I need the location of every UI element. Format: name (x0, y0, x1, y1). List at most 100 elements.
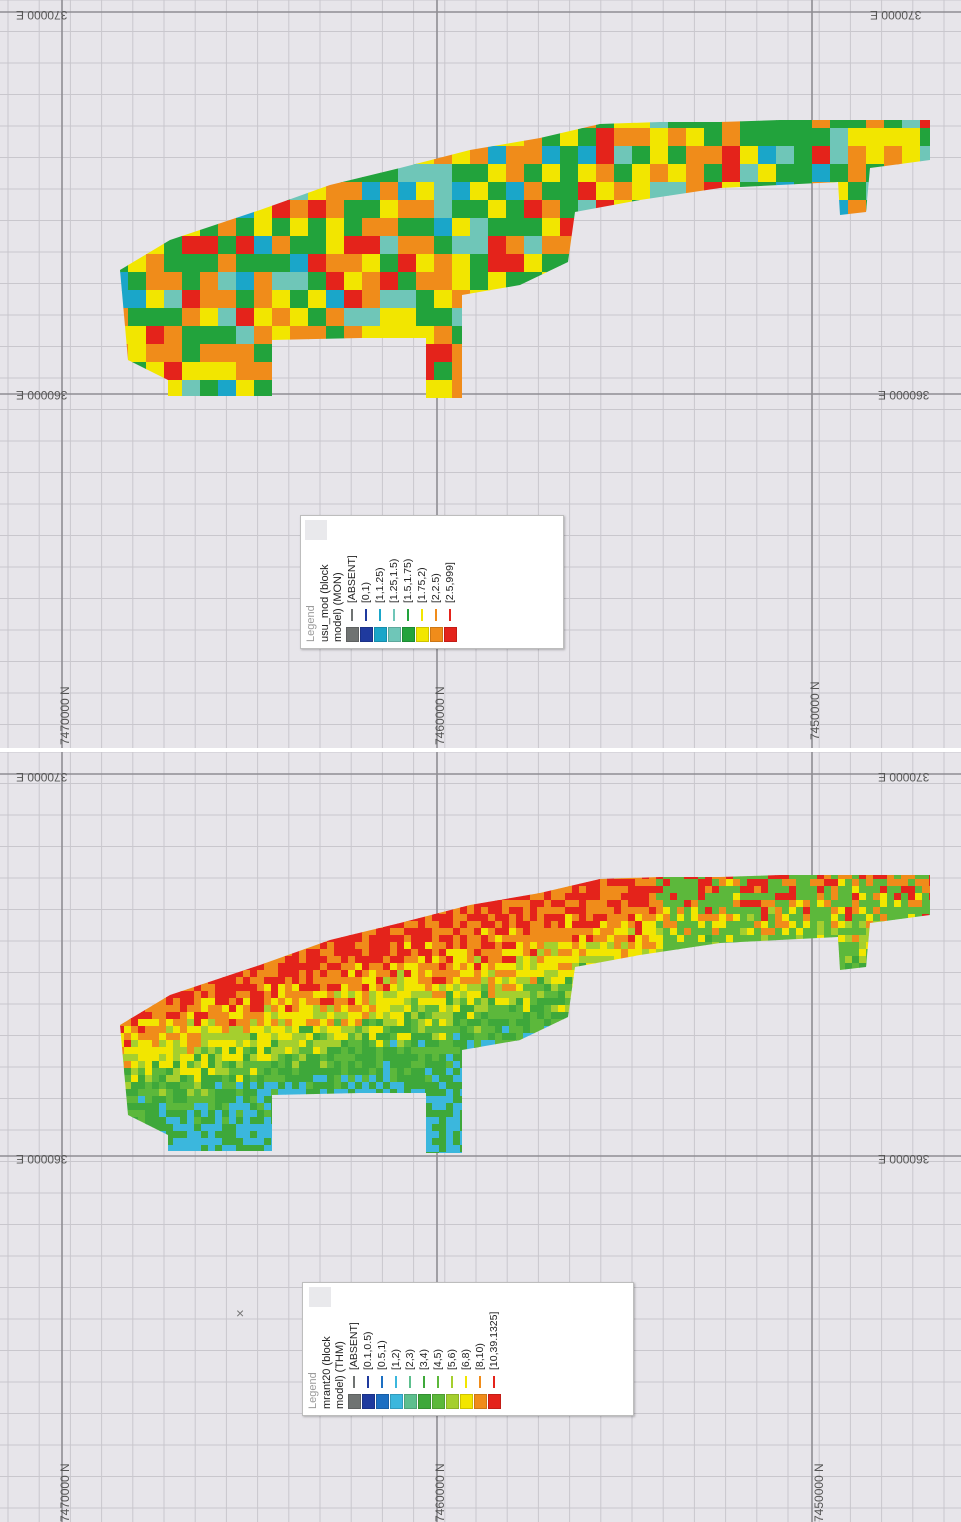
block-cell (649, 942, 657, 950)
block-cell (278, 1138, 286, 1146)
block-cell (257, 907, 265, 915)
block-cell (425, 1082, 433, 1090)
block-cell (313, 1131, 321, 1139)
block-cell (201, 956, 209, 964)
block-cell (229, 921, 237, 929)
block-cell (439, 949, 447, 957)
block-cell (698, 1040, 706, 1048)
block-cell (474, 1103, 482, 1111)
map-canvas-top[interactable] (0, 0, 961, 748)
block-cell (215, 1005, 223, 1013)
block-cell (754, 921, 762, 929)
block-cell (668, 146, 687, 165)
block-cell (453, 970, 461, 978)
block-cell (180, 865, 188, 873)
block-cell (704, 254, 723, 273)
block-cell (222, 1096, 230, 1104)
block-cell (572, 1012, 580, 1020)
block-cell (159, 977, 167, 985)
block-cell (411, 865, 419, 873)
block-cell (397, 1012, 405, 1020)
map-canvas-bottom[interactable]: × (0, 752, 961, 1522)
block-cell (761, 921, 769, 929)
block-cell (411, 935, 419, 943)
block-cell (516, 928, 524, 936)
block-cell (128, 254, 147, 273)
block-cell (201, 1047, 209, 1055)
block-cell (516, 1040, 524, 1048)
block-cell (628, 949, 636, 957)
block-cell (621, 1005, 629, 1013)
block-cell (474, 1145, 482, 1153)
block-cell (670, 900, 678, 908)
block-cell (138, 1145, 146, 1153)
block-cell (467, 1054, 475, 1062)
block-cell (719, 935, 727, 943)
block-cell (180, 963, 188, 971)
block-cell (656, 991, 664, 999)
block-cell (579, 1103, 587, 1111)
block-cell (884, 164, 903, 183)
block-cell (320, 956, 328, 964)
block-cell (383, 914, 391, 922)
block-cell (187, 1047, 195, 1055)
block-cell (344, 146, 363, 165)
block-cell (215, 970, 223, 978)
block-cell (355, 984, 363, 992)
block-cell (110, 1033, 118, 1041)
block-cell (243, 893, 251, 901)
block-cell (628, 921, 636, 929)
block-cell (145, 921, 153, 929)
block-cell (740, 326, 759, 345)
block-cell (418, 998, 426, 1006)
block-cell (418, 1138, 426, 1146)
block-cell (726, 935, 734, 943)
block-cell (439, 1047, 447, 1055)
block-cell (306, 1103, 314, 1111)
block-cell (243, 1012, 251, 1020)
block-cell (542, 398, 561, 417)
block-cell (120, 893, 125, 901)
block-cell (313, 1033, 321, 1041)
block-cell (586, 970, 594, 978)
block-cell (208, 865, 216, 873)
block-cell (131, 865, 139, 873)
block-cell (712, 886, 720, 894)
block-cell (691, 921, 699, 929)
block-cell (470, 254, 489, 273)
block-cell (257, 928, 265, 936)
block-cell (642, 893, 650, 901)
block-cell (236, 1019, 244, 1027)
block-cell (453, 1082, 461, 1090)
map-panel-top[interactable]: 370000 E 370000 E 360000 E 360000 E 7470… (0, 0, 961, 748)
block-cell (467, 879, 475, 887)
northing-label-3: 7450000 N (808, 681, 822, 740)
block-cell (446, 970, 454, 978)
block-cell (128, 290, 147, 309)
block-cell (362, 290, 381, 309)
block-cell (705, 1033, 713, 1041)
block-cell (285, 1082, 293, 1090)
block-cell (411, 1047, 419, 1055)
block-cell (558, 928, 566, 936)
map-panel-bottom[interactable]: × 370000 E 370000 E 360000 E 360000 E 74… (0, 752, 961, 1522)
block-cell (218, 146, 237, 165)
block-cell (614, 928, 622, 936)
block-cell (334, 1026, 342, 1034)
block-cell (180, 1047, 188, 1055)
block-cell (180, 1131, 188, 1139)
block-cell (215, 900, 223, 908)
block-cell (182, 326, 201, 345)
block-cell (698, 1103, 706, 1111)
block-cell (138, 1110, 146, 1118)
block-cell (670, 1068, 678, 1076)
block-cell (684, 1131, 692, 1139)
block-cell (159, 942, 167, 950)
block-cell (250, 1117, 258, 1125)
block-cell (411, 886, 419, 894)
block-cell (712, 928, 720, 936)
block-cell (131, 1054, 139, 1062)
block-cell (180, 1075, 188, 1083)
block-cell (173, 984, 181, 992)
block-cell (586, 1103, 594, 1111)
